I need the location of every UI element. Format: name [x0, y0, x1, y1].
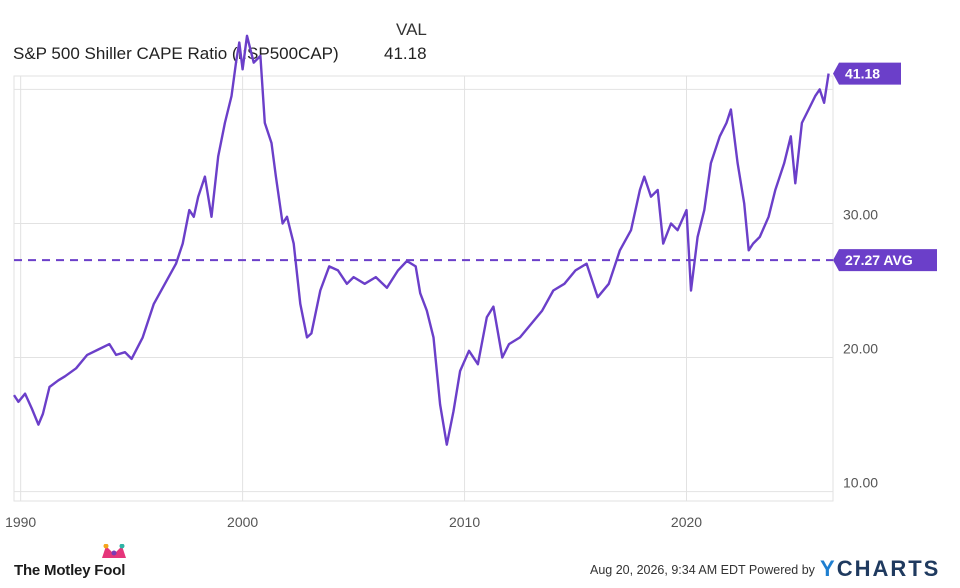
motley-fool-logo	[102, 544, 126, 558]
y-tick-label: 30.00	[843, 206, 878, 222]
average-tag-bg	[833, 249, 937, 272]
last-value-tag: 41.18	[833, 62, 901, 85]
motley-fool-brand: The Motley Fool	[14, 562, 126, 579]
plot-frame	[13, 75, 834, 502]
last-value-tag-bg	[833, 62, 901, 85]
footer-powered-by: Powered by	[748, 563, 815, 577]
average-tag-text: 27.27 AVG	[845, 252, 913, 268]
average-tag: 27.27 AVG	[833, 249, 937, 272]
footer-date-text: Aug 20, 2026, 9:34 AM EDT	[590, 563, 746, 577]
x-tick-label: 2000	[227, 514, 258, 530]
x-tick-label: 2020	[671, 514, 702, 530]
last-value-tag-text: 41.18	[845, 66, 880, 82]
ycharts-logo-y: Y	[820, 556, 837, 581]
y-tick-label: 20.00	[843, 341, 878, 357]
series-line	[12, 34, 830, 446]
footer-timestamp: Aug 20, 2026, 9:34 AM EDT Powered by	[590, 563, 815, 577]
ycharts-logo[interactable]: YCHARTS	[820, 556, 940, 582]
x-tick-label: 2010	[449, 514, 480, 530]
x-tick-label: 1990	[5, 514, 36, 530]
y-tick-label: 10.00	[843, 475, 878, 491]
ycharts-logo-text: CHARTS	[836, 556, 941, 581]
legend-series-value: 41.18	[384, 44, 427, 63]
legend-header: VAL	[396, 20, 427, 39]
